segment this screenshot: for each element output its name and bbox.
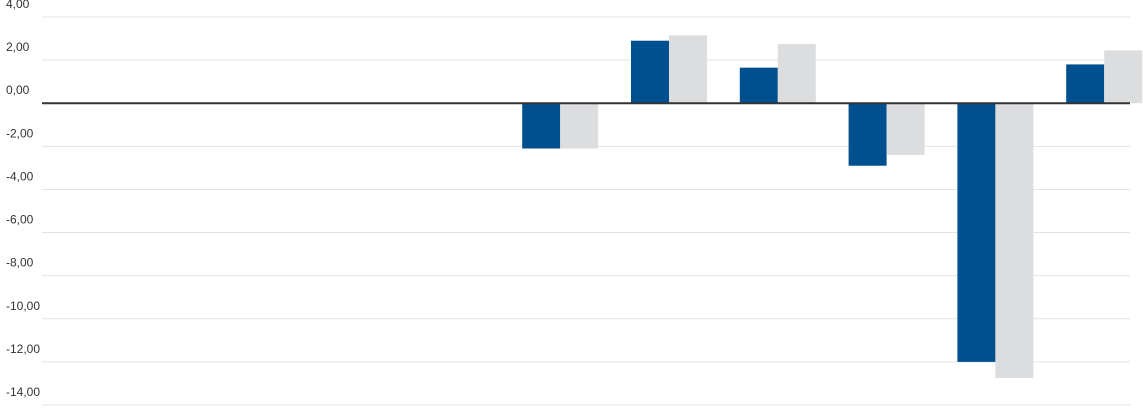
bar-series-2-category-7: [777, 43, 816, 104]
bar-series-1-category-8: [848, 103, 887, 166]
y-tick-label: -14,00: [6, 385, 40, 399]
bar-series-1-category-10: [1066, 64, 1105, 104]
y-tick-label: 0,00: [6, 83, 30, 97]
bar-series-2-category-5: [560, 103, 599, 149]
y-tick-label: -2,00: [6, 126, 34, 140]
bar-series-1-category-6: [631, 40, 669, 104]
y-tick-label: 2,00: [6, 40, 30, 54]
y-tick-label: -6,00: [6, 213, 34, 227]
gridlines: [42, 16, 1130, 406]
y-tick-label: -12,00: [6, 342, 40, 356]
y-tick-label: 4,00: [6, 0, 30, 11]
bar-series-2-category-8: [886, 103, 925, 155]
y-tick-label: -8,00: [6, 256, 34, 270]
bar-series-2-category-6: [669, 35, 707, 104]
bar-series-2-category-9: [995, 103, 1034, 379]
bars: [522, 35, 1143, 379]
bar-series-1-category-5: [522, 103, 561, 149]
bar-series-2-category-10: [1104, 50, 1143, 104]
y-tick-label: -10,00: [6, 299, 40, 313]
bar-series-1-category-7: [739, 67, 778, 104]
y-tick-label: -4,00: [6, 169, 34, 183]
bar-series-1-category-9: [957, 103, 996, 362]
y-axis-tick-labels: 4,00 2,00 0,00 -2,00 -4,00 -6,00 -8,00 -10,00 -1…: [6, 0, 40, 399]
